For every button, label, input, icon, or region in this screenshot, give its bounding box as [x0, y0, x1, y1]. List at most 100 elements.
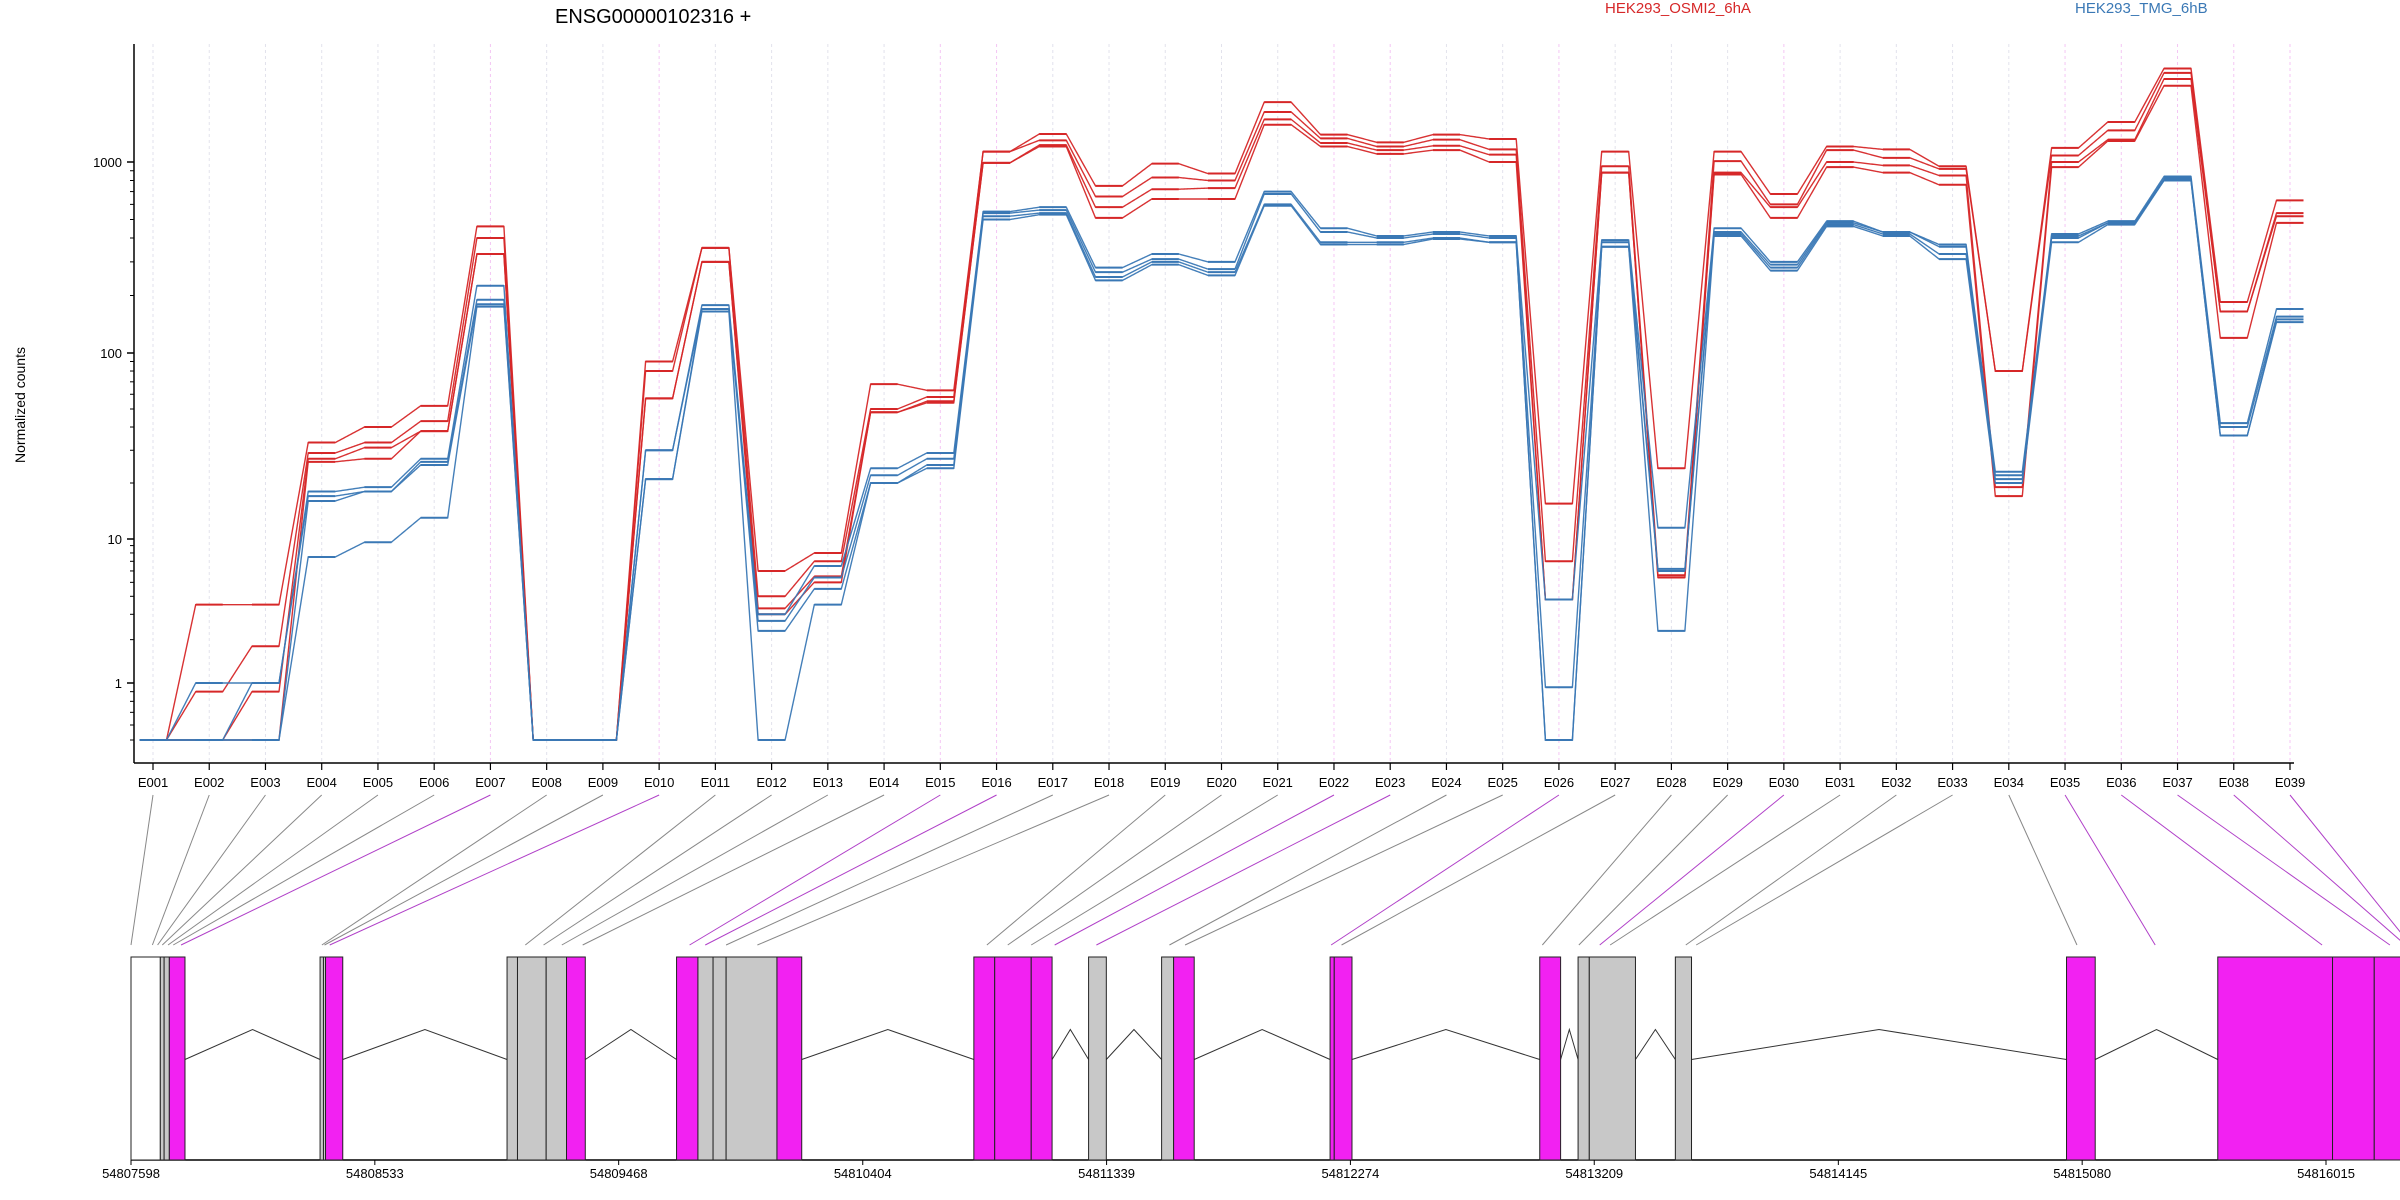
- genome-coordinate-axis: 54807598 54808533 54809468 54810404 54811339…: [102, 1160, 2355, 1181]
- exon-block-11: [566, 956, 586, 1161]
- exon-block-17: [973, 956, 996, 1161]
- x-tick-label-e018: E018: [1094, 775, 1124, 790]
- x-tick-label-e020: E020: [1206, 775, 1236, 790]
- exon-block-22: [1173, 956, 1195, 1161]
- intron-9: [1560, 1027, 1579, 1060]
- y-tick-label: 1000: [93, 155, 122, 170]
- connector-e014: [582, 794, 885, 946]
- connector-e033: [1695, 794, 1953, 946]
- exon-block-7: [325, 956, 344, 1161]
- x-tick-label-e033: E033: [1937, 775, 1967, 790]
- x-tick-label-e024: E024: [1431, 775, 1461, 790]
- x-tick-label-e037: E037: [2162, 775, 2192, 790]
- exon-grid: [152, 44, 2291, 763]
- x-tick-label-e031: E031: [1825, 775, 1855, 790]
- y-tick-label: 10: [108, 532, 122, 547]
- exon-block-24: [1333, 956, 1353, 1161]
- intron-7: [1194, 1028, 1331, 1060]
- gene-model-track: [130, 956, 2400, 1161]
- y-tick-label: 100: [100, 346, 122, 361]
- connector-e017: [725, 794, 1053, 946]
- exon-block-16: [776, 956, 803, 1161]
- genome-tick-label: 54809468: [590, 1166, 648, 1181]
- x-tick-label-e004: E004: [307, 775, 337, 790]
- exon-block-19: [1030, 956, 1053, 1161]
- genome-tick-label: 54807598: [102, 1166, 160, 1181]
- exon-block-29: [2066, 956, 2096, 1161]
- connector-e004: [161, 794, 323, 946]
- exon-block-13: [697, 956, 714, 1161]
- connector-e022: [1054, 794, 1335, 946]
- intron-4: [801, 1028, 975, 1060]
- exon-block-14: [712, 956, 727, 1161]
- connector-e037: [2177, 794, 2391, 946]
- exon-block-32: [2373, 956, 2400, 1161]
- genome-tick-label: 54813209: [1565, 1166, 1623, 1181]
- x-tick-label-e013: E013: [813, 775, 843, 790]
- connector-e018: [757, 794, 1110, 946]
- chart-title: ENSG00000102316 +: [555, 6, 751, 28]
- connector-e002: [151, 794, 210, 946]
- connector-e030: [1599, 794, 1785, 946]
- x-tick-label-e016: E016: [981, 775, 1011, 790]
- connector-e013: [561, 794, 829, 946]
- x-tick-label-e015: E015: [925, 775, 955, 790]
- connector-e009: [324, 794, 604, 946]
- x-tick-label-e021: E021: [1263, 775, 1293, 790]
- legend-entry-osmi2: HEK293_OSMI2_6hA: [1605, 0, 1751, 17]
- connector-e027: [1341, 794, 1616, 946]
- exon-block-4: [168, 956, 186, 1161]
- exon-block-25: [1539, 956, 1562, 1161]
- exon-block-3: [163, 956, 170, 1161]
- intron-6: [1105, 1028, 1162, 1060]
- intron-3: [585, 1028, 677, 1060]
- exon-block-5: [319, 956, 324, 1161]
- exon-block-20: [1088, 956, 1107, 1161]
- legend-entry-tmg: HEK293_TMG_6hB: [2075, 0, 2208, 17]
- x-tick-label-e025: E025: [1487, 775, 1517, 790]
- exon-block-28: [1674, 956, 1693, 1161]
- exon-block-2: [159, 956, 165, 1161]
- x-tick-label-e017: E017: [1038, 775, 1068, 790]
- exon-block-23: [1329, 956, 1335, 1161]
- x-tick-label-e010: E010: [644, 775, 674, 790]
- intron-5: [1051, 1028, 1090, 1060]
- x-tick-label-e003: E003: [250, 775, 280, 790]
- x-tick-label-e002: E002: [194, 775, 224, 790]
- connector-e023: [1096, 794, 1391, 946]
- x-tick-label-e032: E032: [1881, 775, 1911, 790]
- connector-e016: [705, 794, 997, 946]
- connector-e026: [1330, 794, 1560, 946]
- intron-8: [1351, 1028, 1540, 1060]
- connector-e010: [329, 794, 660, 946]
- exon-block-18: [994, 956, 1032, 1161]
- exon-block-9: [516, 956, 547, 1161]
- x-tick-label-e027: E027: [1600, 775, 1630, 790]
- genome-tick-label: 54812274: [1321, 1166, 1379, 1181]
- connector-e020: [1007, 794, 1222, 946]
- genome-tick-label: 54814145: [1809, 1166, 1867, 1181]
- connector-e028: [1541, 794, 1672, 946]
- connector-e032: [1685, 794, 1897, 946]
- connector-e034: [2008, 794, 2078, 946]
- x-tick-label-e007: E007: [475, 775, 505, 790]
- connector-e039: [2289, 794, 2400, 933]
- connector-e036: [2120, 794, 2323, 946]
- exon-block-26: [1577, 956, 1590, 1161]
- x-tick-label-e034: E034: [1994, 775, 2024, 790]
- exon-block-31: [2332, 956, 2375, 1161]
- exon-block-12: [676, 956, 699, 1161]
- intron-1: [184, 1028, 321, 1060]
- x-tick-label-e030: E030: [1769, 775, 1799, 790]
- genome-tick-label: 54810404: [834, 1166, 892, 1181]
- genome-tick-label: 54811339: [1078, 1166, 1135, 1181]
- exon-block-21: [1161, 956, 1175, 1161]
- x-tick-label-e006: E006: [419, 775, 449, 790]
- x-tick-label-e038: E038: [2219, 775, 2249, 790]
- x-tick-label-e039: E039: [2275, 775, 2305, 790]
- connector-e011: [524, 794, 716, 946]
- x-tick-label-e026: E026: [1544, 775, 1574, 790]
- x-tick-label-e029: E029: [1712, 775, 1742, 790]
- intron-2: [342, 1028, 508, 1060]
